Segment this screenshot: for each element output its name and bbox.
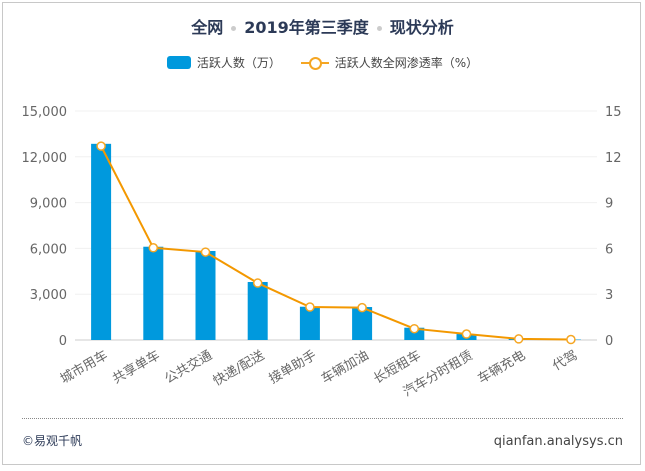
x-tick-label: 代驾: [550, 348, 580, 374]
bar: [91, 143, 112, 340]
x-tick-label: 快递/配送: [211, 348, 267, 389]
title-separator-dot: [231, 26, 237, 31]
line-point: [357, 302, 367, 313]
title-part-1: 全网: [191, 18, 224, 37]
y-right-tick-label: 0: [605, 334, 613, 349]
y-right-tick-label: 9: [605, 197, 613, 212]
y-right-tick-label: 6: [605, 242, 613, 257]
line-point: [566, 334, 576, 345]
line-point: [461, 329, 472, 339]
title-separator-dot: [376, 26, 382, 31]
y-left-tick-label: 0: [59, 334, 67, 349]
legend-item-line[interactable]: 活跃人数全网渗透率（%）: [300, 54, 479, 71]
y-left-tick-label: 15,000: [22, 105, 68, 120]
line-point: [409, 323, 420, 334]
copyright: ©易观千帆: [22, 434, 83, 448]
bar: [299, 306, 320, 340]
chart-title: 全网 2019年第三季度 现状分析: [0, 14, 645, 38]
y-left-tick-label: 9,000: [30, 197, 67, 212]
bar-swatch-icon: [166, 56, 191, 69]
y-right-tick-label: 3: [605, 288, 613, 303]
x-tick-label: 车辆加油: [318, 347, 371, 387]
chart-plot: 0 0 3,000 3 6,000 6 9,000 9 12,000 12 15,000 15 城市用车…: [22, 105, 622, 400]
x-tick-label: 城市用车: [57, 347, 110, 387]
footer-divider: [22, 418, 623, 419]
bar: [404, 327, 425, 340]
bar: [143, 246, 164, 340]
title-part-3: 现状分析: [389, 18, 454, 37]
line-point: [513, 334, 524, 344]
y-left-tick-label: 3,000: [30, 288, 67, 303]
line-point: [252, 278, 263, 288]
x-tick-label: 公共交通: [162, 347, 215, 387]
bar: [247, 281, 268, 340]
line-point: [148, 243, 159, 253]
x-tick-label: 接单助手: [266, 347, 319, 387]
chart-frame: [2, 2, 641, 465]
line-point: [305, 302, 315, 312]
title-part-2: 2019年第三季度: [244, 18, 369, 37]
y-left-tick-label: 6,000: [30, 242, 67, 257]
x-tick-label: 车辆充电: [475, 347, 528, 387]
x-tick-label: 共享单车: [110, 347, 163, 387]
line-swatch-icon: [300, 56, 329, 70]
line-series: [100, 145, 571, 341]
y-left-tick-label: 12,000: [22, 151, 68, 166]
legend-item-bar[interactable]: 活跃人数（万）: [166, 54, 281, 71]
legend: 活跃人数（万） 活跃人数全网渗透率（%）: [0, 54, 645, 72]
legend-label: 活跃人数全网渗透率（%）: [334, 56, 479, 70]
site-url: qianfan.analysys.cn: [493, 434, 623, 449]
line-point: [96, 141, 106, 151]
line-point: [200, 247, 211, 257]
bar: [195, 250, 216, 340]
y-right-tick-label: 15: [605, 105, 622, 120]
bar: [352, 307, 373, 340]
y-right-tick-label: 12: [605, 151, 622, 166]
legend-label: 活跃人数（万）: [196, 56, 281, 70]
